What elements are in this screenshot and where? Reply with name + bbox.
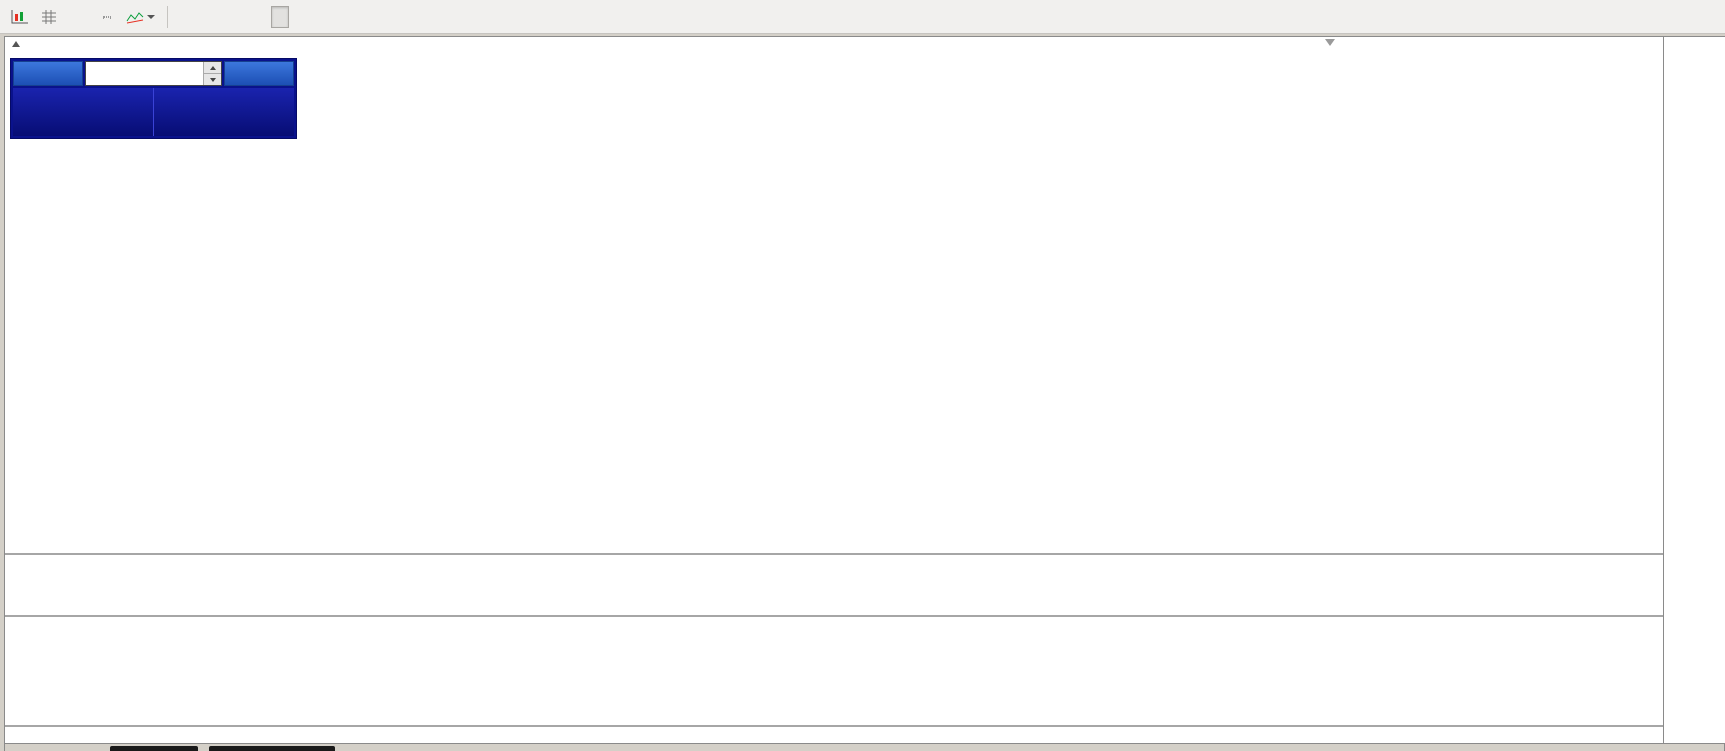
- arrow-down-icon: [209, 77, 216, 82]
- indicators-dropdown-button[interactable]: [122, 4, 159, 30]
- timeframe-m30-button[interactable]: [233, 6, 251, 28]
- volume-decrease-button[interactable]: [204, 73, 221, 85]
- taskbar-remnant: [209, 746, 335, 751]
- timeframe-m1-button[interactable]: [176, 6, 194, 28]
- macd-label: [10, 557, 19, 569]
- bar-chart-icon: [11, 9, 28, 23]
- rsi-pane[interactable]: [5, 617, 1663, 725]
- timeframe-group: [176, 5, 346, 28]
- chevron-down-icon: [147, 14, 155, 19]
- volume-input[interactable]: [85, 61, 222, 86]
- timeframe-h4-button[interactable]: [271, 5, 289, 28]
- one-click-trading-panel: [10, 58, 297, 139]
- rsi-chart: [5, 617, 1663, 725]
- macd-pane[interactable]: [5, 555, 1663, 615]
- arrow-up-icon: [209, 65, 216, 70]
- pane-divider[interactable]: [5, 553, 1724, 555]
- chart-shift-marker-icon[interactable]: [1325, 39, 1335, 46]
- macd-chart: [5, 555, 1663, 615]
- chart-window: [4, 36, 1725, 751]
- buy-button[interactable]: [224, 61, 294, 86]
- main-chart-pane[interactable]: [5, 37, 1663, 553]
- volume-spinner: [203, 62, 221, 85]
- indicator-squiggle-icon: [126, 11, 144, 23]
- text-a-button[interactable]: [64, 4, 91, 30]
- time-axis[interactable]: [5, 727, 1663, 743]
- volume-increase-button[interactable]: [204, 62, 221, 73]
- one-click-collapse-icon[interactable]: [12, 41, 20, 47]
- buy-price-display[interactable]: [154, 88, 294, 136]
- bottom-strip: [5, 743, 1724, 751]
- volume-value[interactable]: [86, 62, 203, 85]
- symbol-header: [12, 41, 55, 47]
- template-t-button[interactable]: [93, 4, 120, 30]
- rsi-label: [10, 619, 15, 631]
- pane-divider[interactable]: [5, 725, 1724, 727]
- timeframe-w1-button[interactable]: [309, 6, 327, 28]
- timeframe-m15-button[interactable]: [214, 6, 232, 28]
- toolbar-separator: [167, 5, 168, 28]
- pane-divider[interactable]: [5, 615, 1724, 617]
- sell-price-display[interactable]: [13, 88, 154, 136]
- grid-icon: [41, 9, 56, 24]
- toolbar: [0, 0, 1725, 34]
- timeframe-m5-button[interactable]: [195, 6, 213, 28]
- sell-button[interactable]: [13, 61, 83, 86]
- boxed-t-icon: [102, 15, 111, 18]
- taskbar-remnant: [110, 746, 198, 751]
- grid-shortcut-f-button[interactable]: [35, 4, 62, 30]
- timeframe-h1-button[interactable]: [252, 6, 270, 28]
- chart-shortcut-e-button[interactable]: [6, 4, 33, 30]
- timeframe-d1-button[interactable]: [290, 6, 308, 28]
- price-axis[interactable]: [1663, 37, 1725, 743]
- timeframe-mn-button[interactable]: [328, 6, 346, 28]
